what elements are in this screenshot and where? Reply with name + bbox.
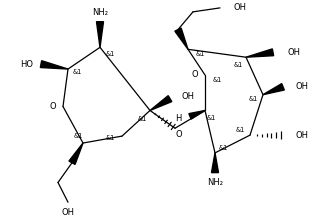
- Polygon shape: [263, 84, 284, 95]
- Text: &1: &1: [206, 115, 216, 121]
- Text: NH₂: NH₂: [207, 178, 223, 187]
- Text: NH₂: NH₂: [92, 8, 108, 17]
- Text: &1: &1: [233, 62, 243, 68]
- Text: OH: OH: [287, 48, 300, 57]
- Text: OH: OH: [295, 131, 308, 140]
- Text: O: O: [192, 71, 198, 79]
- Text: O: O: [176, 130, 182, 139]
- Polygon shape: [40, 61, 68, 69]
- Polygon shape: [212, 153, 218, 173]
- Text: &1: &1: [249, 96, 258, 102]
- Text: &1: &1: [137, 116, 146, 122]
- Polygon shape: [69, 143, 83, 164]
- Polygon shape: [150, 96, 172, 110]
- Text: &1: &1: [73, 133, 83, 139]
- Polygon shape: [246, 49, 274, 57]
- Text: &1: &1: [218, 145, 228, 151]
- Text: OH: OH: [295, 82, 308, 91]
- Text: &1: &1: [105, 51, 115, 57]
- Polygon shape: [175, 28, 188, 49]
- Text: HO: HO: [20, 60, 33, 69]
- Text: OH: OH: [61, 208, 74, 217]
- Text: &1: &1: [195, 51, 205, 57]
- Polygon shape: [96, 22, 104, 47]
- Text: H: H: [176, 114, 182, 123]
- Text: OH: OH: [182, 92, 195, 101]
- Text: &1: &1: [235, 127, 245, 133]
- Text: OH: OH: [233, 3, 246, 12]
- Polygon shape: [189, 110, 205, 119]
- Text: &1: &1: [105, 135, 115, 141]
- Text: &1: &1: [72, 69, 82, 75]
- Text: &1: &1: [213, 77, 222, 83]
- Text: O: O: [50, 102, 56, 111]
